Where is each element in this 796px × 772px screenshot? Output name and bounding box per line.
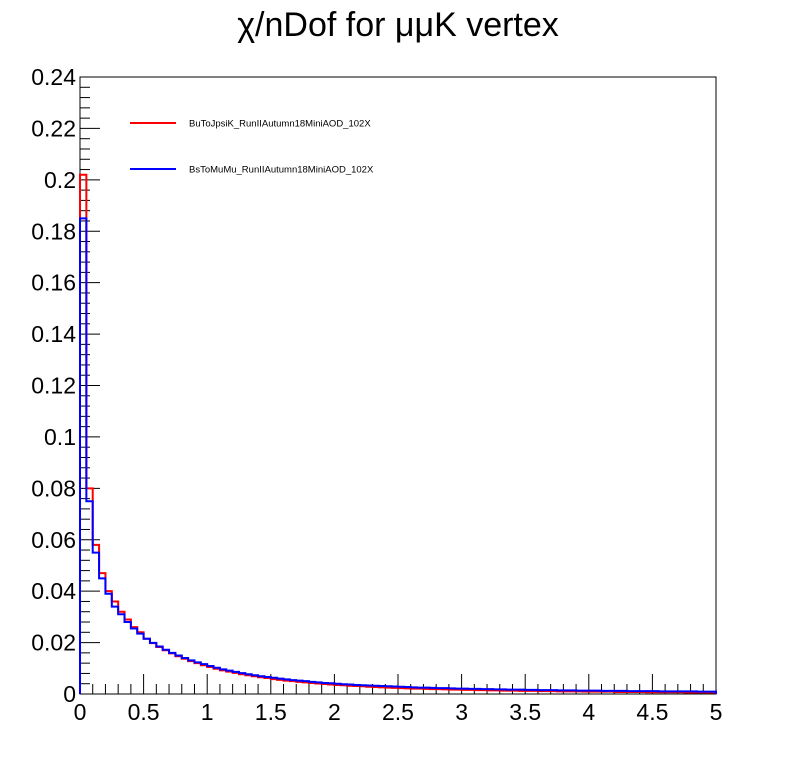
y-tick-label: 0.06: [31, 527, 76, 553]
y-axis: 0 0.02 0.04 0.06 0.08 0.1 0.12 0.14 0.16 0.18 0.2 0…: [31, 64, 100, 707]
x-tick-label: 1.5: [255, 699, 287, 725]
y-tick-label: 0.08: [31, 475, 76, 501]
y-tick-label: 0.1: [44, 424, 76, 450]
x-tick-label: 2: [328, 699, 341, 725]
x-tick-label: 0: [74, 699, 87, 725]
x-tick-label: 4.5: [636, 699, 668, 725]
x-tick-label: 0.5: [128, 699, 160, 725]
y-tick-label: 0.16: [31, 270, 76, 296]
y-tick-label: 0.04: [31, 578, 76, 604]
y-tick-label: 0.22: [31, 115, 76, 141]
y-tick-label: 0.14: [31, 321, 76, 347]
y-tick-label: 0: [63, 681, 76, 707]
legend-label-bs: BsToMuMu_RunIIAutumn18MiniAOD_102X: [189, 165, 374, 176]
legend: BuToJpsiK_RunIIAutumn18MiniAOD_102X BsTo…: [130, 119, 374, 176]
y-tick-label: 0.24: [31, 64, 76, 90]
y-tick-label: 0.2: [44, 167, 76, 193]
y-tick-label: 0.02: [31, 630, 76, 656]
x-tick-label: 3.5: [509, 699, 541, 725]
y-tick-label: 0.18: [31, 218, 76, 244]
series-layer: [79, 173, 717, 694]
y-tick-label: 0.12: [31, 373, 76, 399]
x-tick-label: 1: [201, 699, 214, 725]
x-tick-label: 2.5: [382, 699, 414, 725]
x-axis: 0 0.5 1 1.5 2 2.5 3 3.5 4 4.5 5: [74, 674, 723, 725]
x-tick-label: 4: [582, 699, 595, 725]
x-tick-label: 3: [455, 699, 468, 725]
legend-label-bu: BuToJpsiK_RunIIAutumn18MiniAOD_102X: [189, 119, 371, 130]
chart-title: χ/nDof for μμK vertex: [237, 6, 559, 44]
x-tick-label: 5: [710, 699, 723, 725]
series-line-bu-to-jpsi-k: [79, 173, 717, 694]
series-line-bs-to-mumu: [79, 217, 717, 694]
